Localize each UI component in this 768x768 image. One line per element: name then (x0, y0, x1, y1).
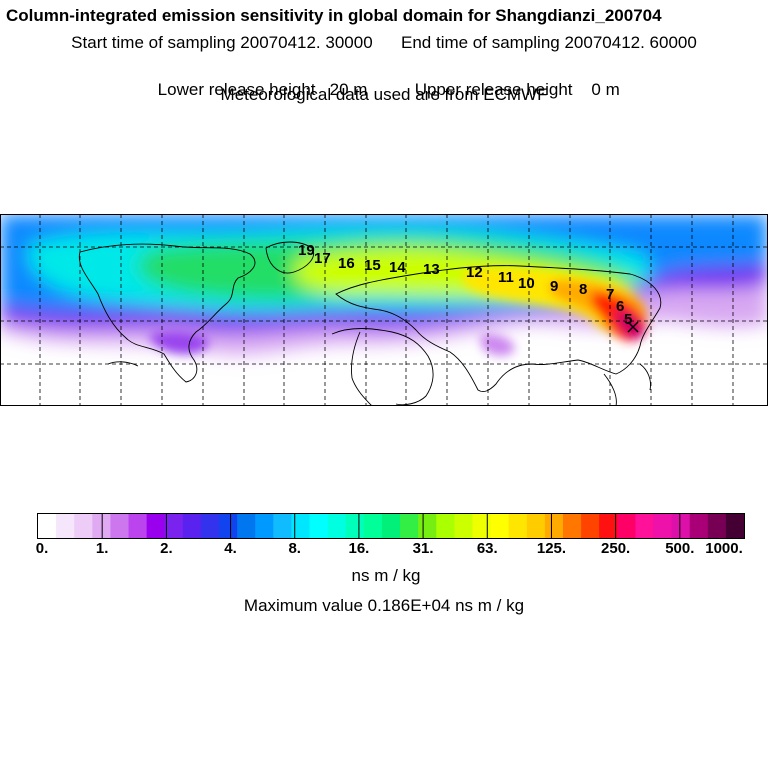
colorbar-swatch (345, 514, 365, 538)
colorbar-tick-label: 0. (35, 540, 49, 557)
colorbar-tick-label: 125. (536, 540, 567, 557)
start-time: Start time of sampling 20070412. 30000 (71, 33, 373, 52)
colorbar-swatch (255, 514, 274, 538)
trajectory-label: 13 (423, 261, 440, 278)
colorbar-swatch (671, 514, 691, 538)
colorbar-swatch (363, 514, 383, 538)
colorbar-tick-label: 2. (160, 540, 173, 557)
colorbar-swatch (381, 514, 401, 538)
coastlines (78, 241, 662, 406)
colorbar-swatch (599, 514, 618, 538)
map-title: Column-integrated emission sensitivity i… (6, 6, 662, 25)
trajectory-label: 9 (550, 278, 558, 295)
colorbar-tick-label: 4. (224, 540, 237, 557)
trajectory-label: 19 (298, 242, 315, 259)
colorbar-tick-label: 500. (665, 540, 695, 557)
colorbar-swatch (436, 514, 455, 538)
colorbar-swatch (617, 514, 636, 538)
colorbar-frame (37, 513, 745, 539)
colorbar-swatch (707, 514, 727, 538)
trajectory-label: 6 (616, 298, 624, 315)
colorbar-tick-label: 250. (601, 540, 631, 557)
trajectory-label: 12 (466, 264, 483, 281)
colorbar-swatch (182, 514, 202, 538)
colorbar-swatch (327, 514, 347, 538)
maximum-value: Maximum value 0.186E+04 ns m / kg (243, 596, 525, 615)
colorbar-swatch (38, 514, 57, 538)
end-time: End time of sampling 20070412. 60000 (401, 33, 697, 52)
sampling-times: Start time of sampling 20070412. 30000 E… (0, 33, 768, 53)
colorbar-swatch (400, 514, 419, 538)
colorbar-swatch (74, 514, 93, 538)
upper-release-height: Upper release height 0 m (414, 80, 620, 99)
colorbar-swatch (490, 514, 510, 538)
colorbar-tick-label: 1000. (705, 540, 743, 557)
trajectory-label: 11 (498, 269, 514, 286)
colorbar-swatch (653, 514, 673, 538)
colorbar-swatch (219, 514, 238, 538)
colorbar-swatch (309, 514, 329, 538)
emission-sensitivity-map: 19 17 16 15 14 13 12 11 10 9 8 7 6 5 (0, 214, 768, 406)
met-data-note: Meteorological data used are from ECMWF (220, 85, 548, 104)
release-heights: Lower release height 20 m Upper release … (0, 60, 768, 100)
trajectory-label: 14 (389, 259, 406, 276)
trajectory-label: 17 (314, 250, 331, 267)
trajectory-label: 5 (624, 311, 632, 328)
trajectory-labels: 19 17 16 15 14 13 12 11 10 9 8 7 6 5 (298, 242, 632, 328)
station-marker (627, 321, 639, 333)
colorbar-swatch (454, 514, 473, 538)
colorbar-swatch (418, 514, 437, 538)
trajectory-label: 16 (338, 255, 355, 272)
graticule (0, 214, 768, 406)
colorbar (37, 513, 745, 539)
colorbar-swatch (273, 514, 292, 538)
sensitivity-field (0, 214, 768, 356)
colorbar-swatch (146, 514, 166, 538)
colorbar-swatch (200, 514, 220, 538)
colorbar-swatch (291, 514, 311, 538)
colorbar-swatch (526, 514, 546, 538)
colorbar-swatch (725, 514, 745, 538)
colorbar-swatch (110, 514, 130, 538)
colorbar-tick-label: 31. (412, 540, 434, 557)
colorbar-swatch (164, 514, 184, 538)
trajectory-label: 8 (579, 281, 587, 298)
colorbar-swatch (128, 514, 148, 538)
trajectory-label: 15 (364, 257, 381, 274)
colorbar-tick-label: 16. (348, 540, 370, 557)
colorbar-swatch (472, 514, 492, 538)
colorbar-tick-label: 1. (95, 540, 109, 557)
colorbar-swatch (544, 514, 564, 538)
colorbar-tick-label: 8. (288, 540, 301, 557)
trajectory-label: 10 (518, 275, 535, 292)
colorbar-swatch (508, 514, 528, 538)
colorbar-swatch (237, 514, 256, 538)
colorbar-swatch (635, 514, 654, 538)
colorbar-swatch (689, 514, 709, 538)
colorbar-units: ns m / kg (351, 566, 421, 585)
colorbar-swatch (92, 514, 111, 538)
colorbar-swatch (562, 514, 582, 538)
colorbar-tick-label: 63. (476, 540, 498, 557)
trajectory-label: 7 (606, 286, 614, 303)
colorbar-swatch (581, 514, 600, 538)
colorbar-swatch (56, 514, 75, 538)
lower-release-height: Lower release height 20 m (157, 80, 368, 99)
